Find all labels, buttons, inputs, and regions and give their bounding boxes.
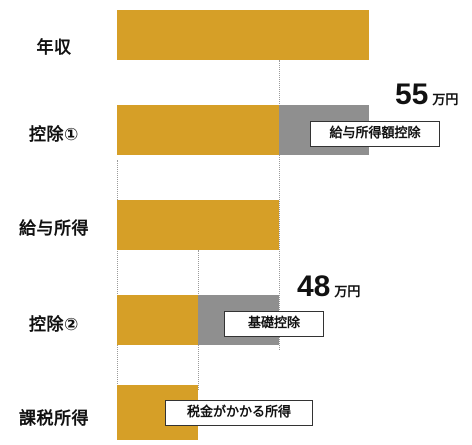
deduction-2-remaining-bar: [117, 295, 198, 345]
taxable-income-tag: 税金がかかる所得: [165, 400, 313, 426]
deduction-1-amount-value: 55: [395, 78, 429, 111]
deduction-1-tag: 給与所得額控除: [310, 121, 440, 147]
guide-line-salary-income: [279, 60, 280, 350]
salary-income-bar: [117, 200, 279, 250]
row-label-salary-income: 給与所得: [19, 219, 89, 239]
deduction-2-amount-value: 48: [297, 270, 331, 303]
row-label-deduction-1: 控除①: [29, 125, 79, 145]
deduction-1-amount-unit: 万円: [432, 93, 459, 108]
row-label-deduction-2: 控除②: [29, 315, 79, 335]
deduction-1-remaining-bar: [117, 105, 279, 155]
deduction-2-amount: 48 万円: [297, 270, 360, 304]
row-label-annual-income: 年収: [36, 38, 72, 58]
deduction-2-tag: 基礎控除: [224, 311, 324, 337]
row-label-taxable-income: 課税所得: [19, 409, 89, 429]
deduction-2-amount-unit: 万円: [334, 285, 361, 300]
deduction-1-amount: 55 万円: [395, 78, 458, 112]
annual-income-bar: [117, 10, 369, 60]
